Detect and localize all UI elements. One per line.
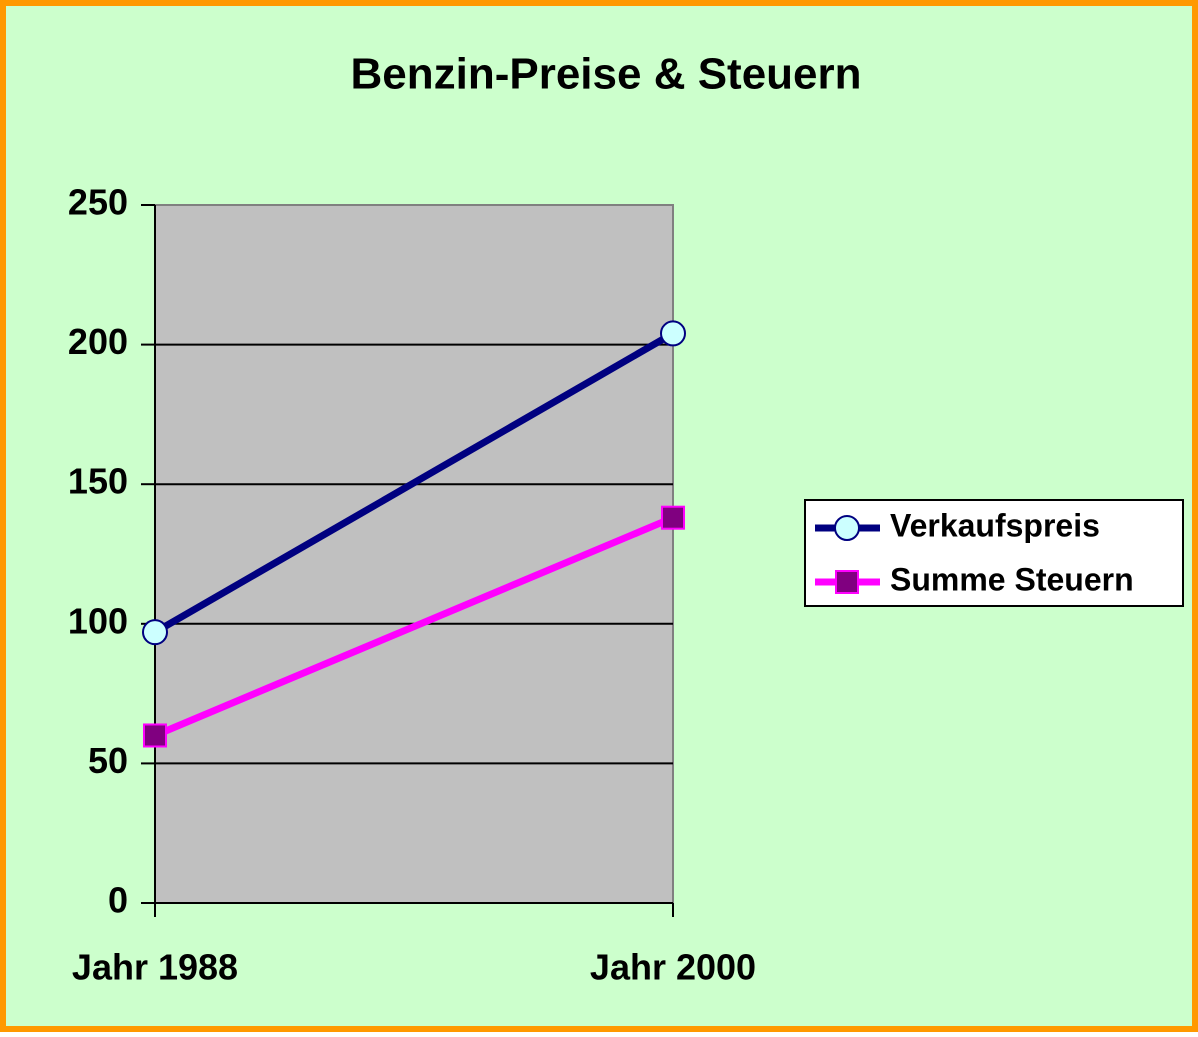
- marker: [661, 505, 685, 530]
- marker: [142, 619, 168, 646]
- marker: [835, 570, 859, 594]
- series-line: [153, 330, 675, 636]
- chart-title: Benzin-Preise & Steuern: [350, 50, 861, 99]
- y-tick-label: 0: [108, 880, 128, 921]
- y-tick-label: 250: [68, 182, 128, 223]
- legend: [804, 499, 1184, 607]
- x-tick-label: Jahr 1988: [72, 947, 238, 988]
- marker: [660, 320, 686, 347]
- legend-label: Verkaufspreis: [890, 507, 1100, 543]
- y-tick-label: 100: [68, 600, 128, 641]
- marker: [834, 515, 860, 541]
- legend-label: Summe Steuern: [890, 561, 1134, 597]
- y-tick-label: 200: [68, 321, 128, 362]
- y-tick-label: 50: [88, 740, 128, 781]
- y-tick-label: 150: [68, 461, 128, 502]
- x-tick-label: Jahr 2000: [590, 947, 756, 988]
- marker: [143, 723, 167, 748]
- series-line: [153, 514, 675, 739]
